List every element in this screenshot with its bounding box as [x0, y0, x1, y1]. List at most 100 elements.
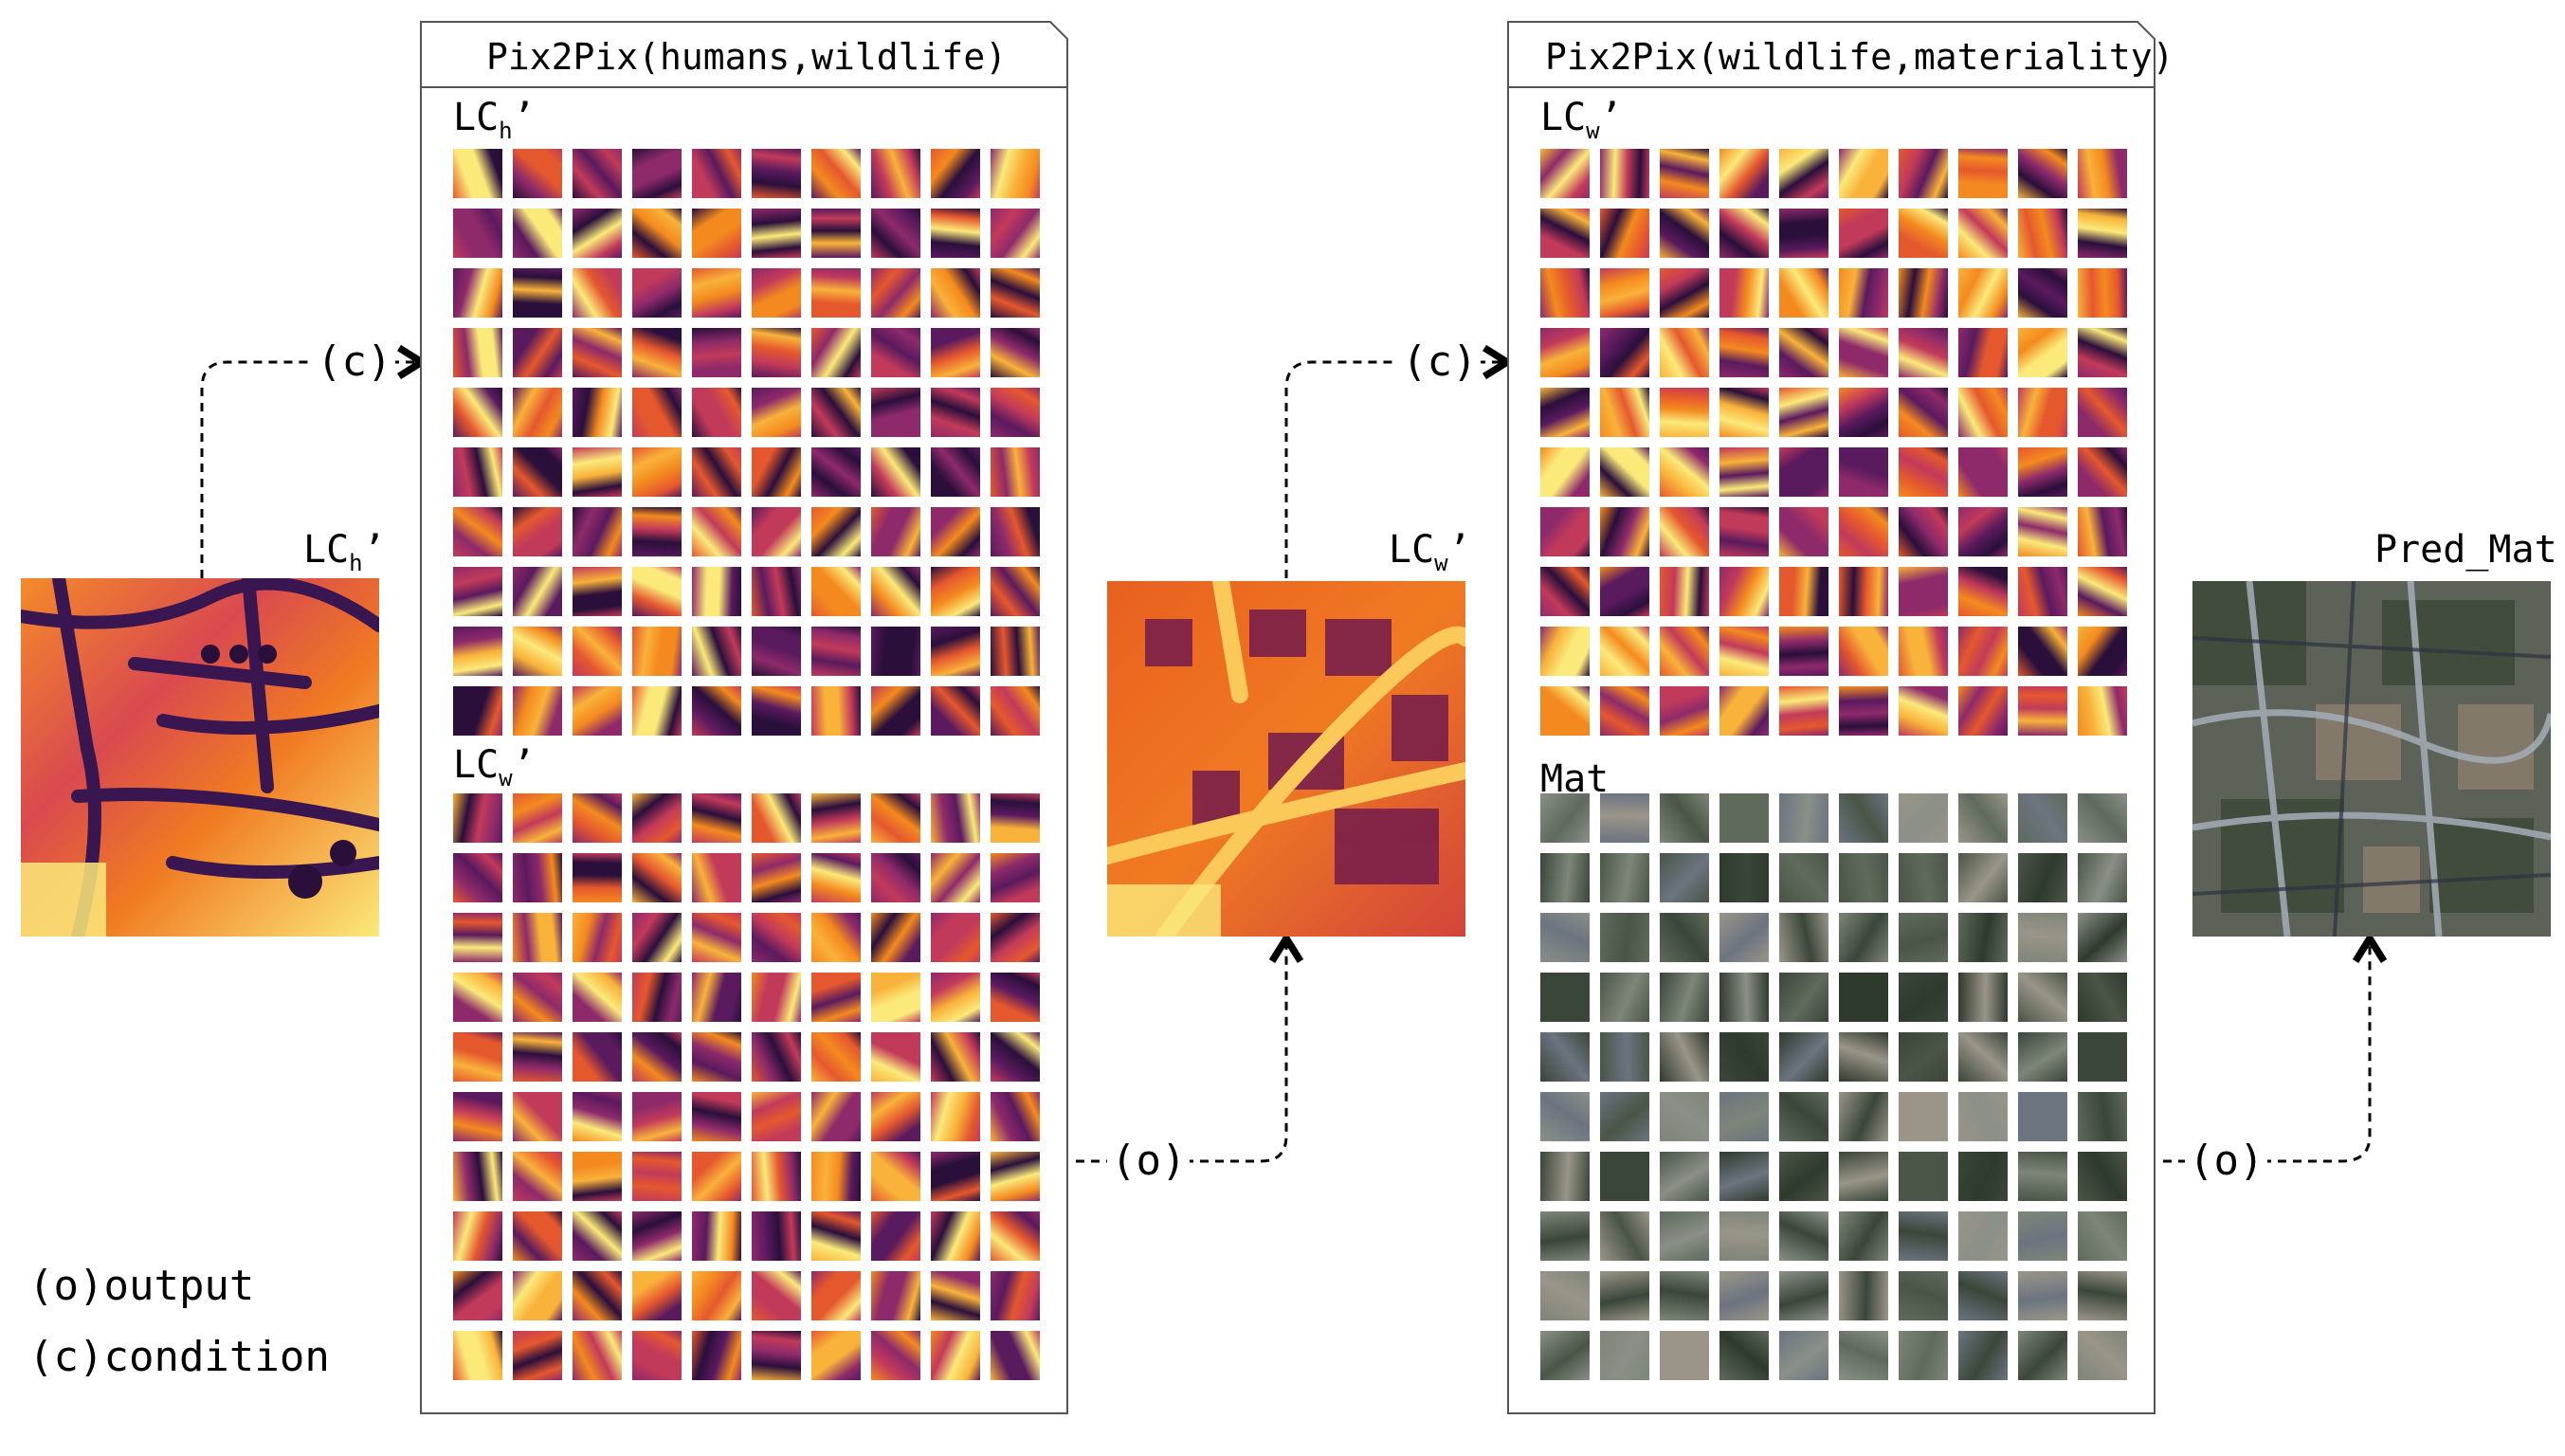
output-tag-2: (o): [2185, 1140, 2268, 1182]
grid-tile: [1540, 447, 1590, 497]
grid-tile: [931, 149, 980, 198]
grid-tile: [1779, 686, 1828, 736]
grid-tile: [632, 209, 682, 258]
grid-tile: [931, 913, 980, 962]
grid-tile: [991, 268, 1040, 318]
grid-tile: [991, 388, 1040, 437]
grid-tile: [1899, 973, 1948, 1022]
grid-tile: [513, 973, 562, 1022]
grid-tile: [1899, 567, 1948, 616]
grid-tile: [573, 686, 622, 736]
grid-tile: [2018, 627, 2067, 676]
grid-tile: [752, 388, 801, 437]
grid-tile: [1600, 567, 1649, 616]
grid-tile: [573, 328, 622, 377]
grid-tile: [1958, 627, 2008, 676]
tile-grid-lcw: [1540, 149, 2127, 736]
grid-tile: [1600, 1211, 1649, 1261]
grid-tile: [1779, 1211, 1828, 1261]
grid-tile: [1779, 149, 1828, 198]
tile-grid-lch: [453, 149, 1040, 736]
grid-tile: [573, 268, 622, 318]
grid-tile: [1899, 388, 1948, 437]
grid-tile: [1899, 1032, 1948, 1082]
grid-tile: [752, 268, 801, 318]
grid-tile: [991, 973, 1040, 1022]
grid-tile: [453, 1152, 502, 1201]
grid-tile: [2018, 567, 2067, 616]
grid-tile: [1660, 209, 1709, 258]
grid-tile: [2018, 973, 2067, 1022]
grid-tile: [811, 447, 861, 497]
output-tag-1: (o): [1107, 1140, 1191, 1182]
grid-tile: [811, 268, 861, 318]
grid-tile: [692, 853, 741, 902]
grid-tile: [811, 388, 861, 437]
grid-tile: [1660, 149, 1709, 198]
grid-tile: [811, 853, 861, 902]
grid-tile: [573, 1211, 622, 1261]
panel-title: Pix2Pix(wildlife,materiality): [1545, 36, 2174, 78]
grid-tile: [2018, 1211, 2067, 1261]
grid-tile: [1839, 793, 1888, 843]
grid-tile: [692, 209, 741, 258]
grid-tile: [573, 913, 622, 962]
grid-tile: [1719, 627, 1769, 676]
grid-tile: [871, 973, 920, 1022]
grid-tile: [632, 1092, 682, 1141]
grid-tile: [1600, 1032, 1649, 1082]
grid-tile: [573, 507, 622, 556]
grid-tile: [1899, 686, 1948, 736]
grid-tile: [871, 567, 920, 616]
grid-tile: [752, 1271, 801, 1320]
middle-image-label: LCw’: [1389, 528, 1471, 576]
grid-tile: [453, 1271, 502, 1320]
grid-tile: [1899, 1331, 1948, 1380]
grid-tile: [1600, 913, 1649, 962]
grid-tile: [1839, 567, 1888, 616]
grid-tile: [1540, 507, 1590, 556]
grid-tile: [632, 1331, 682, 1380]
grid-tile: [1958, 853, 2008, 902]
grid-tile: [632, 1271, 682, 1320]
grid-tile: [871, 209, 920, 258]
grid-tile: [1958, 209, 2008, 258]
grid-tile: [1779, 1152, 1828, 1201]
grid-tile: [1660, 1271, 1709, 1320]
grid-tile: [931, 447, 980, 497]
grid-tile: [513, 388, 562, 437]
grid-tile: [2018, 388, 2067, 437]
grid-tile: [1839, 686, 1888, 736]
grid-tile: [1600, 1271, 1649, 1320]
grid-tile: [1540, 627, 1590, 676]
grid-tile: [1540, 913, 1590, 962]
grid-tile: [513, 1331, 562, 1380]
input-heatmap-image: [21, 578, 379, 937]
grid-tile: [871, 1271, 920, 1320]
grid-tile: [871, 507, 920, 556]
grid-tile: [632, 853, 682, 902]
grid-tile: [752, 209, 801, 258]
grid-tile: [752, 1092, 801, 1141]
grid-tile: [1719, 853, 1769, 902]
grid-tile: [1958, 1331, 2008, 1380]
grid-tile: [632, 913, 682, 962]
grid-tile: [991, 507, 1040, 556]
grid-tile: [1779, 627, 1828, 676]
tile-grid-mat: [1540, 793, 2127, 1380]
grid-tile: [1779, 1092, 1828, 1141]
grid-tile: [1600, 1092, 1649, 1141]
grid-tile: [2018, 268, 2067, 318]
grid-tile: [1719, 1211, 1769, 1261]
grid-tile: [752, 913, 801, 962]
grid-tile: [752, 627, 801, 676]
grid-tile: [811, 209, 861, 258]
grid-tile: [692, 1331, 741, 1380]
grid-tile: [692, 1271, 741, 1320]
grid-tile: [1719, 149, 1769, 198]
grid-tile: [573, 973, 622, 1022]
grid-tile: [991, 1211, 1040, 1261]
grid-tile: [1660, 388, 1709, 437]
grid-tile: [1719, 1271, 1769, 1320]
grid-tile: [1719, 793, 1769, 843]
